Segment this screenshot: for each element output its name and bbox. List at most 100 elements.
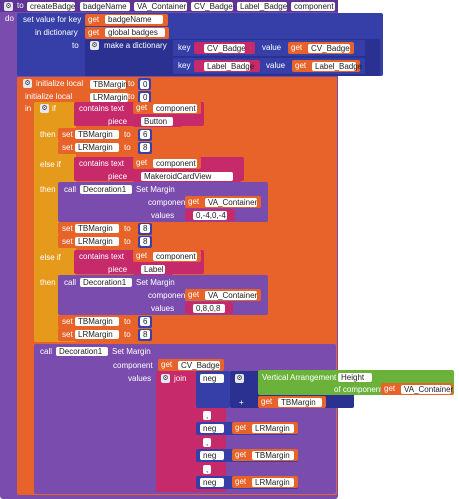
- text-value[interactable]: Label_Badge: [204, 61, 254, 71]
- neg-dropdown[interactable]: neg: [200, 374, 224, 383]
- text-Label-block[interactable]: Label: [133, 263, 173, 275]
- global-badges-dropdown[interactable]: global badges: [105, 28, 165, 37]
- text-value[interactable]: MakeroidCardView: [141, 171, 233, 181]
- local-LRMargin-field[interactable]: LRMargin: [90, 93, 128, 102]
- gear-icon[interactable]: ⚙: [161, 374, 170, 383]
- neg-dropdown[interactable]: neg: [200, 424, 224, 433]
- TBMargin-dropdown[interactable]: TBMargin: [75, 317, 119, 326]
- param-badgeName[interactable]: badgeName: [80, 2, 130, 11]
- get-label: get: [188, 290, 200, 299]
- get-LRMargin-block[interactable]: get LRMargin: [232, 476, 298, 488]
- component-dropdown[interactable]: component: [153, 251, 197, 261]
- param-VA_Container[interactable]: VA_Container: [134, 2, 187, 11]
- text-Button-block[interactable]: Button: [133, 115, 182, 127]
- LRMargin-dropdown[interactable]: LRMargin: [75, 330, 119, 339]
- text-value[interactable]: Button: [141, 116, 173, 126]
- text-values-block[interactable]: 0,-4,0,-4: [185, 209, 235, 221]
- text-values-block[interactable]: 0,8,0,8: [185, 302, 233, 314]
- text-value[interactable]: ,: [203, 410, 211, 420]
- number-block[interactable]: 8: [138, 328, 152, 341]
- LRMargin-dropdown[interactable]: LRMargin: [252, 423, 294, 433]
- CV_Badge-dropdown[interactable]: CV_Badge: [308, 43, 350, 53]
- get-VA_Container-block[interactable]: get VA_Container: [381, 383, 453, 395]
- get-badgeName-block[interactable]: get badgeName: [85, 14, 168, 26]
- gear-icon[interactable]: ⚙: [235, 374, 244, 383]
- gear-icon[interactable]: ⚙: [40, 104, 49, 113]
- text-value[interactable]: CV_Badge: [204, 43, 246, 53]
- VA_Container-dropdown[interactable]: VA_Container: [205, 197, 257, 207]
- number-block[interactable]: 8: [138, 222, 152, 235]
- number-block[interactable]: 8: [138, 141, 152, 154]
- key-text-CV_Badge[interactable]: CV_Badge: [194, 42, 255, 54]
- component-label: component: [148, 198, 188, 207]
- LRMargin-dropdown[interactable]: LRMargin: [75, 143, 119, 152]
- get-CV_Badge-block[interactable]: get CV_Badge: [288, 42, 354, 54]
- CV_Badge-dropdown[interactable]: CV_Badge: [178, 360, 220, 370]
- text-value[interactable]: ,: [203, 464, 211, 474]
- get-CV_Badge-block[interactable]: get CV_Badge: [158, 359, 224, 371]
- local-TBMargin-field[interactable]: TBMargin: [90, 80, 128, 89]
- number-block-tb[interactable]: 0: [138, 78, 151, 90]
- param-CV_Badge[interactable]: CV_Badge: [191, 2, 233, 11]
- text-MakeroidCardView-block[interactable]: MakeroidCardView: [133, 170, 241, 182]
- number-field[interactable]: 6: [140, 130, 150, 139]
- LRMargin-dropdown[interactable]: LRMargin: [252, 477, 294, 487]
- TBMargin-dropdown[interactable]: TBMargin: [75, 224, 119, 233]
- number-block-lr[interactable]: 0: [138, 91, 151, 103]
- number-field[interactable]: 0: [140, 92, 149, 102]
- gear-icon[interactable]: ⚙: [90, 41, 99, 50]
- height-dropdown[interactable]: Height: [338, 373, 372, 382]
- component-dropdown[interactable]: component: [153, 158, 197, 168]
- get-VA_Container-block[interactable]: get VA_Container: [185, 289, 261, 301]
- number-block[interactable]: 6: [138, 315, 152, 328]
- get-VA_Container-block[interactable]: get VA_Container: [185, 196, 261, 208]
- text-value[interactable]: Label: [141, 264, 165, 274]
- VA_Container-dropdown[interactable]: VA_Container: [205, 290, 257, 300]
- text-value[interactable]: ,: [203, 437, 211, 447]
- neg-dropdown[interactable]: neg: [200, 478, 224, 487]
- get-LRMargin-block[interactable]: get LRMargin: [232, 422, 298, 434]
- text-comma-block-3[interactable]: ,: [196, 463, 218, 475]
- Label_Badge-dropdown[interactable]: Label_Badge: [312, 61, 362, 71]
- then-label: then: [40, 185, 56, 194]
- neg-dropdown[interactable]: neg: [200, 451, 224, 460]
- then-label: then: [40, 278, 56, 287]
- Decoration1-dropdown[interactable]: Decoration1: [80, 185, 132, 194]
- get-Label_Badge-block[interactable]: get Label_Badge: [292, 60, 362, 72]
- get-component-block[interactable]: get component: [133, 250, 201, 262]
- number-field[interactable]: 8: [140, 224, 150, 233]
- TBMargin-dropdown[interactable]: TBMargin: [278, 397, 322, 407]
- text-value[interactable]: 0,8,0,8: [193, 303, 225, 313]
- Decoration1-dropdown[interactable]: Decoration1: [80, 278, 132, 287]
- Decoration1-dropdown[interactable]: Decoration1: [56, 347, 108, 356]
- VA_Container-dropdown[interactable]: VA_Container: [401, 384, 453, 394]
- param-Label_Badge[interactable]: Label_Badge: [237, 2, 287, 11]
- number-field[interactable]: 8: [140, 330, 150, 339]
- component-dropdown[interactable]: component: [153, 103, 197, 113]
- badgeName-dropdown[interactable]: badgeName: [105, 15, 163, 24]
- number-block[interactable]: 6: [138, 128, 152, 141]
- set-margin-label: Set Margin: [136, 278, 175, 287]
- number-field[interactable]: 0: [140, 79, 149, 89]
- get-TBMargin-block[interactable]: get TBMargin: [232, 449, 298, 461]
- TBMargin-dropdown[interactable]: TBMargin: [75, 130, 119, 139]
- gear-icon[interactable]: ⚙: [23, 79, 32, 88]
- number-field[interactable]: 8: [140, 237, 150, 246]
- number-block[interactable]: 8: [138, 235, 152, 248]
- get-global-badges-block[interactable]: get global badges: [85, 27, 169, 39]
- get-component-block[interactable]: get component: [133, 157, 201, 169]
- get-TBMargin-block[interactable]: get TBMargin: [258, 396, 326, 408]
- key-text-Label_Badge[interactable]: Label_Badge: [194, 60, 260, 72]
- set-label: set: [62, 143, 73, 152]
- gear-icon[interactable]: ⚙: [4, 2, 13, 11]
- proc-name-field[interactable]: createBadge: [27, 2, 75, 11]
- number-field[interactable]: 6: [140, 317, 150, 326]
- number-field[interactable]: 8: [140, 143, 150, 152]
- text-comma-block-1[interactable]: ,: [196, 409, 218, 421]
- text-comma-block-2[interactable]: ,: [196, 436, 218, 448]
- text-value[interactable]: 0,-4,0,-4: [193, 210, 227, 220]
- TBMargin-dropdown[interactable]: TBMargin: [252, 450, 294, 460]
- get-component-block[interactable]: get component: [133, 102, 201, 114]
- LRMargin-dropdown[interactable]: LRMargin: [75, 237, 119, 246]
- param-component[interactable]: component: [291, 2, 335, 11]
